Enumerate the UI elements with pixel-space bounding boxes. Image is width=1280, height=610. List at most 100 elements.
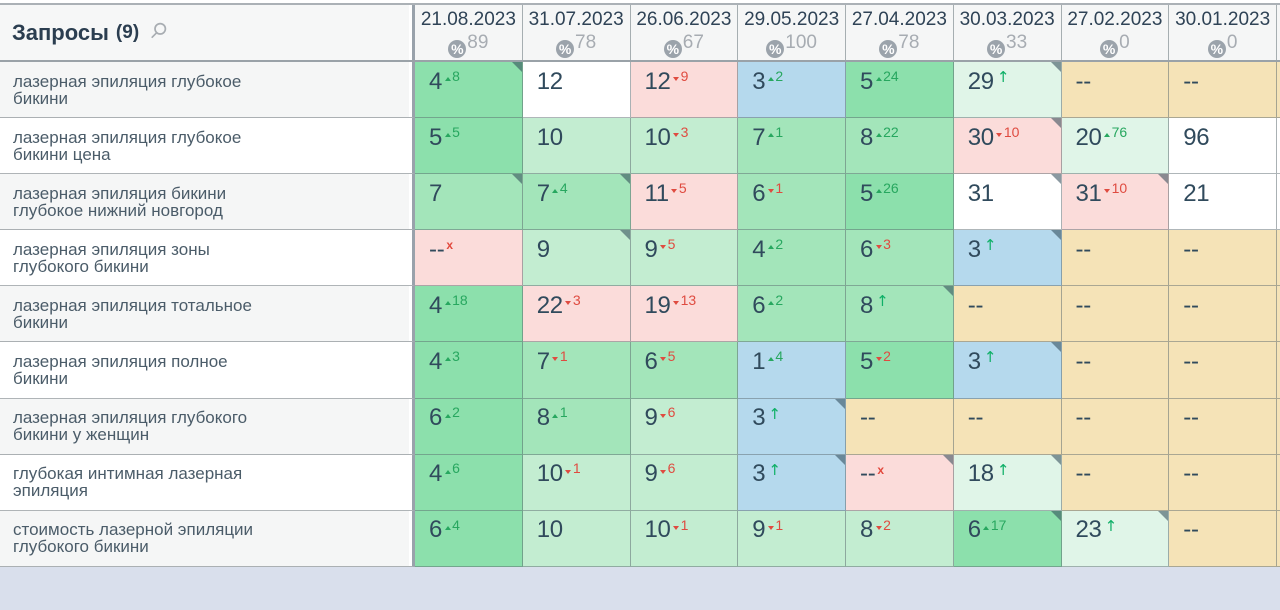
position-cell[interactable]: 8 22 [846, 118, 954, 175]
position-cell[interactable]: 12 [522, 62, 631, 119]
position-cell[interactable]: -- [1061, 454, 1170, 511]
position-cell[interactable]: -- [1061, 62, 1170, 119]
position-cell[interactable]: 10 3 [630, 118, 739, 175]
position-cell[interactable]: 10 1 [522, 454, 631, 511]
position-cell[interactable]: 3 ↑ [953, 230, 1062, 287]
query-cell[interactable]: стоимость лазерной эпиляции глубокого би… [0, 510, 415, 567]
position-cell[interactable]: 21 [1169, 174, 1277, 231]
position-cell[interactable]: 7 [415, 174, 523, 231]
position-cell[interactable]: 6 17 [953, 510, 1062, 567]
position-delta-down: 6 [660, 405, 675, 419]
position-cell[interactable]: -- [1169, 286, 1277, 343]
query-cell[interactable]: лазерная эпиляция глубокого бикини у жен… [0, 398, 415, 455]
position-cell[interactable]: 96 [1169, 118, 1277, 175]
position-cell[interactable]: -- [1061, 342, 1170, 399]
query-cell[interactable]: лазерная эпиляция тотальное бикини [0, 286, 415, 343]
query-cell[interactable]: глубокая интимная лазерная эпиляция [0, 454, 415, 511]
date-header-cell[interactable]: 31.07.2023% 78 [522, 5, 631, 60]
position-cell[interactable]: -- x [846, 454, 954, 511]
query-cell[interactable]: лазерная эпиляция глубокое бикини [0, 62, 415, 119]
position-cell[interactable]: 31 10 [1061, 174, 1170, 231]
position-cell[interactable]: 5 24 [846, 62, 954, 119]
position-cell[interactable]: 3 ↑ [738, 454, 846, 511]
position-cell[interactable]: -- [1169, 398, 1277, 455]
position-cell[interactable]: 18 ↑ [953, 454, 1062, 511]
position-cell[interactable]: 12 9 [630, 62, 739, 119]
position-cell[interactable]: 22 3 [522, 286, 631, 343]
position-cell[interactable]: -- [1169, 510, 1277, 567]
position-cell[interactable]: 10 [522, 118, 631, 175]
triangle-up-icon [767, 133, 774, 138]
position-cell[interactable]: -- x [415, 230, 523, 287]
position-cell[interactable]: 20 76 [1061, 118, 1170, 175]
position-cell[interactable]: 19 13 [630, 286, 739, 343]
position-cell[interactable]: -- [846, 398, 954, 455]
position-cell[interactable]: -- [953, 286, 1062, 343]
position-delta-up: 5 [444, 125, 460, 139]
date-header-cell[interactable]: 27.04.2023% 78 [846, 5, 954, 60]
date-header-cell[interactable]: 30.01.2023% 0 [1169, 5, 1277, 60]
position-cell[interactable]: -- [1061, 398, 1170, 455]
position-cell[interactable]: -- [1169, 342, 1277, 399]
position-cell[interactable]: 10 [522, 510, 631, 567]
date-header-cell[interactable]: 21.08.2023% 89 [415, 5, 523, 60]
query-cell[interactable]: лазерная эпиляция полное бикини [0, 342, 415, 399]
search-icon[interactable] [150, 22, 167, 40]
date-header-cell[interactable]: 27.02.2023% 0 [1061, 5, 1170, 60]
position-cell[interactable]: 11 5 [630, 174, 739, 231]
position-cell[interactable]: 3 ↑ [953, 342, 1062, 399]
date-header-cell[interactable]: 30.03.2023% 33 [953, 5, 1062, 60]
position-cell[interactable]: 23 ↑ [1061, 510, 1170, 567]
position-cell[interactable]: -- [1169, 454, 1277, 511]
clipped-next-column-cell [1277, 454, 1280, 511]
query-text: лазерная эпиляция полное бикини [13, 352, 228, 389]
position-cell[interactable]: 8 ↑ [846, 286, 954, 343]
position-cell[interactable]: 31 [953, 174, 1062, 231]
position-cell[interactable]: 10 1 [630, 510, 739, 567]
position-cell[interactable]: 9 [522, 230, 631, 287]
query-cell[interactable]: лазерная эпиляция зоны глубокого бикини [0, 230, 415, 287]
position-delta-up: 3 [444, 349, 460, 363]
position-cell[interactable]: 30 10 [953, 118, 1062, 175]
position-cell[interactable]: -- [1061, 230, 1170, 287]
position-cell[interactable]: 3 ↑ [738, 398, 846, 455]
position-cell[interactable]: -- [1061, 286, 1170, 343]
date-header-cell[interactable]: 29.05.2023% 100 [738, 5, 846, 60]
position-cell[interactable]: 29 ↑ [953, 62, 1062, 119]
position-cell[interactable]: -- [1169, 62, 1277, 119]
date-header-cell[interactable]: 26.06.2023% 67 [630, 5, 739, 60]
table-header-row: Запросы (9) 21.08.2023% 89 31.07.2023% 78 26… [0, 5, 1280, 62]
position-cell[interactable]: 4 18 [415, 286, 523, 343]
query-cell[interactable]: лазерная эпиляция бикини глубокое нижний… [0, 174, 415, 231]
percent-icon: % [448, 40, 467, 58]
position-cell[interactable]: 5 26 [846, 174, 954, 231]
query-cell[interactable]: лазерная эпиляция глубокое бикини цена [0, 118, 415, 175]
query-text: лазерная эпиляция бикини глубокое нижний… [13, 183, 227, 220]
position-cell[interactable]: -- [1169, 230, 1277, 287]
position-cell[interactable]: -- [953, 398, 1062, 455]
position-delta-up: 4 [444, 518, 460, 532]
